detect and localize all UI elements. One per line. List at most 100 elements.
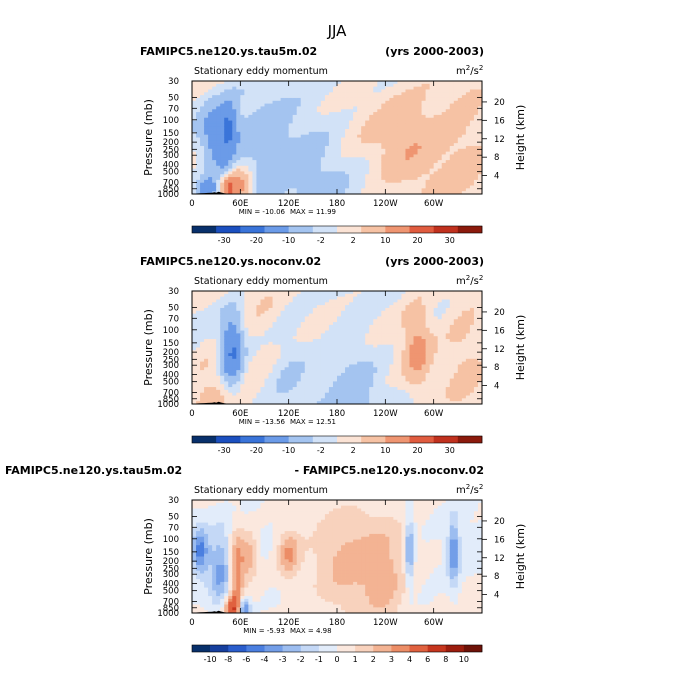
heatmap-cell xyxy=(216,313,221,317)
heatmap-cell xyxy=(296,154,302,158)
units-label: m2/s2 xyxy=(456,64,483,77)
heatmap-cell xyxy=(461,81,467,85)
heatmap-cell xyxy=(240,171,245,175)
heatmap-cell xyxy=(212,378,217,382)
heatmap-cell xyxy=(200,145,205,150)
heatmap-cell xyxy=(373,168,378,172)
heatmap-cell xyxy=(208,375,213,379)
heatmap-cell xyxy=(337,364,342,368)
heatmap-cell xyxy=(377,81,382,85)
heatmap-cell xyxy=(353,322,358,326)
heatmap-cell xyxy=(437,123,443,127)
heatmap-cell xyxy=(328,151,334,155)
heatmap-cell xyxy=(385,137,390,141)
heatmap-cell xyxy=(413,174,418,178)
heatmap-cell xyxy=(288,307,294,312)
heatmap-cell xyxy=(465,182,471,186)
heatmap-cell xyxy=(389,106,394,110)
heatmap-cell xyxy=(461,112,467,116)
heatmap-cell xyxy=(413,86,418,90)
heatmap-cell xyxy=(316,168,322,172)
heatmap-cell xyxy=(240,381,245,385)
heatmap-cell xyxy=(385,316,390,320)
heatmap-cell xyxy=(453,151,459,155)
heatmap-cell xyxy=(373,305,378,309)
heatmap-cell xyxy=(248,100,253,105)
heatmap-cell xyxy=(316,103,322,107)
heatmap-cell xyxy=(268,137,273,141)
heatmap-cell xyxy=(292,384,298,388)
heatmap-cell xyxy=(332,392,338,396)
heatmap-cell xyxy=(236,126,241,130)
heatmap-cell xyxy=(341,333,346,337)
heatmap-cell xyxy=(308,174,314,178)
heatmap-cell xyxy=(353,358,358,363)
heatmap-cell xyxy=(236,86,241,90)
heatmap-cell xyxy=(260,177,265,181)
heatmap-cell xyxy=(240,100,245,105)
heatmap-cell xyxy=(224,319,229,323)
heatmap-cell xyxy=(441,162,447,167)
heatmap-cell xyxy=(240,372,245,377)
heatmap-cell xyxy=(312,398,318,402)
heatmap-cell xyxy=(320,344,326,348)
heatmap-cell xyxy=(204,154,209,158)
heatmap-cell xyxy=(212,302,217,306)
heatmap-cell xyxy=(357,367,362,371)
heatmap-cell xyxy=(308,296,314,300)
heatmap-cell xyxy=(244,157,249,161)
heatmap-cell xyxy=(288,364,294,368)
heatmap-cell xyxy=(204,313,209,317)
heatmap-cell xyxy=(228,367,233,371)
heatmap-cell xyxy=(425,112,431,116)
heatmap-cell xyxy=(441,145,447,150)
heatmap-cell xyxy=(469,81,475,85)
heatmap-cell xyxy=(357,339,362,343)
heatmap-cell xyxy=(284,293,290,298)
heatmap-cell xyxy=(212,109,217,113)
heatmap-cell xyxy=(425,120,431,124)
heatmap-cell xyxy=(401,157,406,161)
heatmap-cell xyxy=(445,86,451,90)
heatmap-cell xyxy=(208,367,213,371)
heatmap-cell xyxy=(272,129,277,133)
heatmap-cell xyxy=(300,322,306,326)
heatmap-cell xyxy=(332,324,338,329)
heatmap-cell xyxy=(457,92,463,96)
heatmap-cell xyxy=(240,177,245,181)
heatmap-cell xyxy=(361,171,366,175)
heatmap-cell xyxy=(337,375,342,379)
heatmap-cell xyxy=(369,307,374,312)
heatmap-cell xyxy=(272,191,277,195)
heatmap-cell xyxy=(264,384,269,388)
heatmap-cell xyxy=(300,97,306,102)
heatmap-cell xyxy=(353,293,358,298)
heatmap-cell xyxy=(345,177,350,181)
heatmap-cell xyxy=(248,174,253,178)
heatmap-cell xyxy=(264,355,269,360)
heatmap-cell xyxy=(413,103,418,107)
heatmap-cell xyxy=(192,341,197,346)
heatmap-cell xyxy=(332,347,338,351)
heatmap-cell xyxy=(349,177,354,181)
heatmap-cell xyxy=(377,398,382,402)
heatmap-cell xyxy=(389,100,394,105)
heatmap-cell xyxy=(453,168,459,172)
heatmap-cell xyxy=(345,339,350,343)
heatmap-cell xyxy=(433,81,439,85)
heatmap-cell xyxy=(425,129,431,133)
heatmap-cell xyxy=(445,191,451,195)
heatmap-cell xyxy=(212,367,217,371)
heatmap-cell xyxy=(220,83,225,88)
heatmap-cell xyxy=(385,106,390,110)
heatmap-cell xyxy=(328,401,334,405)
heatmap-cell xyxy=(361,350,366,354)
heatmap-cell xyxy=(365,120,370,124)
heatmap-cell xyxy=(457,100,463,105)
heatmap-cell xyxy=(276,185,282,189)
heatmap-cell xyxy=(365,367,370,371)
heatmap-cell xyxy=(449,143,455,147)
heatmap-cell xyxy=(381,310,386,314)
heatmap-cell xyxy=(208,384,213,388)
heatmap-cell xyxy=(308,339,314,343)
